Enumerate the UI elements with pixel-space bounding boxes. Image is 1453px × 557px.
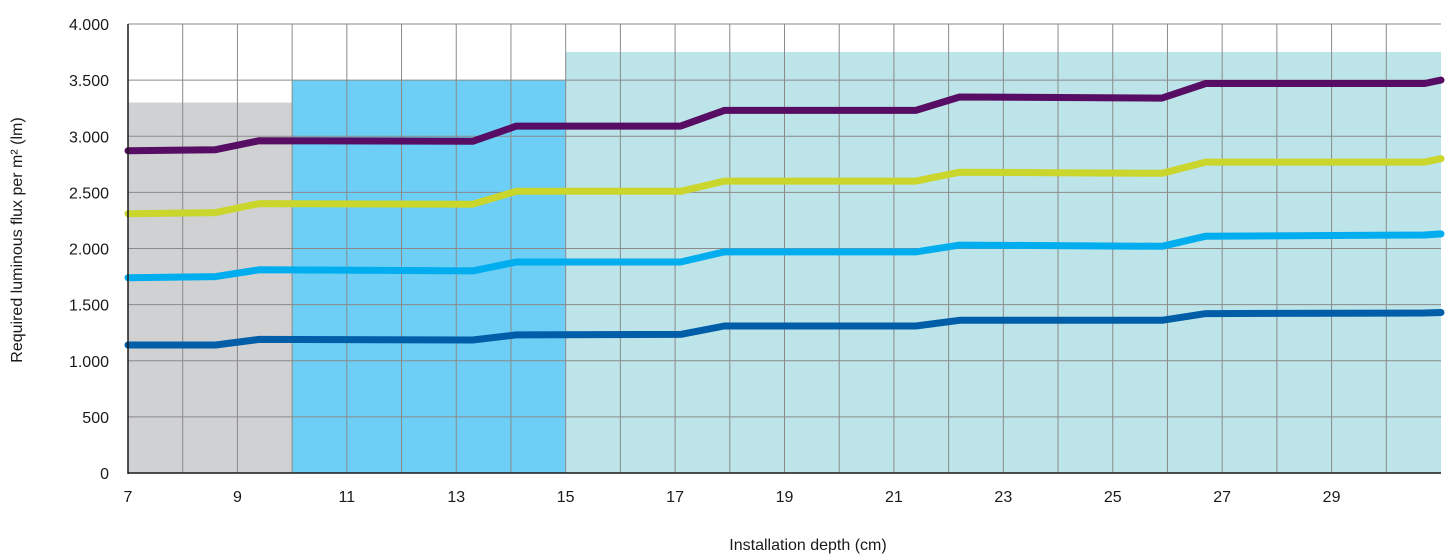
series-line-3 xyxy=(124,230,1445,282)
x-tick-label-17: 17 xyxy=(666,489,684,506)
x-tick-label-13: 13 xyxy=(447,489,465,506)
x-tick-label-21: 21 xyxy=(885,489,903,506)
series-line-2 xyxy=(124,155,1445,218)
y-tick-label-2000: 2.000 xyxy=(69,242,109,259)
y-axis-title: Required luminous flux per m² (lm) xyxy=(9,117,26,362)
x-tick-label-11: 11 xyxy=(339,489,356,506)
series-line-1 xyxy=(124,76,1445,155)
y-tick-label-3500: 3.500 xyxy=(69,73,109,90)
x-tick-label-7: 7 xyxy=(124,489,133,506)
y-tick-label-1000: 1.000 xyxy=(69,354,109,371)
y-tick-label-1500: 1.500 xyxy=(69,298,109,315)
y-tick-label-2500: 2.500 xyxy=(69,185,109,202)
x-axis-title: Installation depth (cm) xyxy=(729,537,886,554)
x-tick-label-15: 15 xyxy=(557,489,575,506)
x-tick-label-9: 9 xyxy=(233,489,242,506)
x-tick-labels: 7 9 11 13 15 17 19 21 23 25 27 29 xyxy=(124,489,1341,506)
x-tick-label-27: 27 xyxy=(1213,489,1231,506)
x-tick-label-23: 23 xyxy=(994,489,1012,506)
y-tick-label-4000: 4.000 xyxy=(69,17,109,34)
x-tick-label-25: 25 xyxy=(1104,489,1122,506)
series-line-4 xyxy=(124,309,1445,349)
data-series xyxy=(124,76,1445,349)
x-tick-label-19: 19 xyxy=(776,489,794,506)
y-tick-label-500: 500 xyxy=(82,410,109,427)
y-tick-label-3000: 3.000 xyxy=(69,129,109,146)
x-tick-label-29: 29 xyxy=(1323,489,1341,506)
y-tick-label-0: 0 xyxy=(100,466,109,483)
y-tick-labels: 0 500 1.000 1.500 2.000 2.500 3.000 3.500 4.000 xyxy=(69,17,109,483)
axes xyxy=(127,24,1441,474)
